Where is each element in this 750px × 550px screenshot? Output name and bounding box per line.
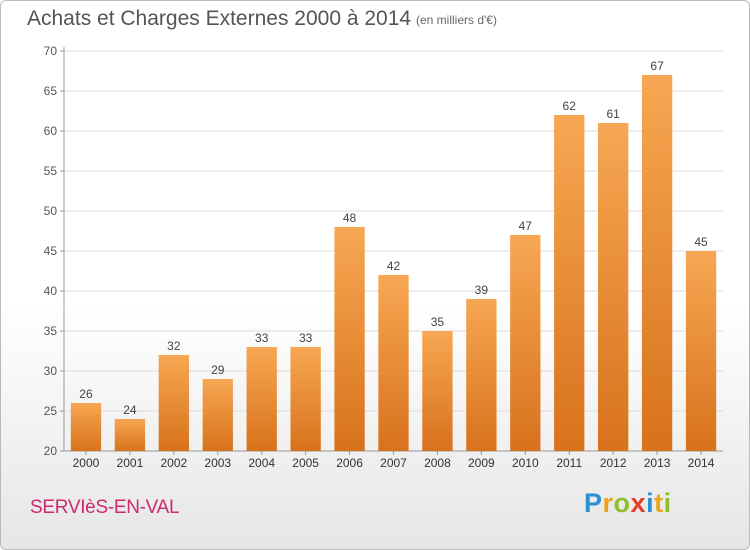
- x-tick-label: 2007: [380, 456, 407, 470]
- bar: [158, 355, 189, 451]
- data-label: 48: [343, 211, 357, 225]
- y-tick-label: 55: [44, 164, 58, 178]
- logo-letter: x: [630, 488, 647, 518]
- y-tick-label: 60: [44, 124, 58, 138]
- y-tick-label: 20: [44, 444, 58, 458]
- x-tick-label: 2001: [117, 456, 144, 470]
- bar: [114, 419, 146, 451]
- bar: [290, 347, 321, 451]
- y-tick-label: 50: [44, 204, 58, 218]
- bar: [378, 275, 409, 451]
- y-tick-label: 30: [44, 364, 58, 378]
- commune-name: SERVIèS-EN-VAL: [30, 497, 180, 518]
- bar: [641, 75, 673, 451]
- bar: [598, 123, 629, 451]
- bar: [554, 115, 585, 451]
- logo-letter: i: [663, 488, 672, 518]
- data-label: 35: [431, 315, 445, 329]
- logo-letter: r: [602, 488, 614, 518]
- logo-letter: t: [654, 488, 664, 518]
- proxiti-logo[interactable]: Proxiti: [584, 488, 672, 519]
- data-label: 32: [167, 339, 181, 353]
- y-tick-label: 35: [44, 324, 58, 338]
- x-tick-label: 2010: [512, 456, 539, 470]
- x-tick-label: 2011: [556, 456, 582, 470]
- y-tick-label: 25: [44, 404, 58, 418]
- chart-subtitle: (en milliers d'€): [416, 13, 497, 27]
- data-label: 29: [211, 363, 225, 377]
- x-tick-label: 2012: [600, 456, 627, 470]
- x-tick-label: 2000: [73, 456, 100, 470]
- logo-letter: o: [613, 488, 631, 518]
- data-label: 33: [255, 331, 269, 345]
- data-label: 42: [387, 259, 401, 273]
- data-label: 33: [299, 331, 313, 345]
- x-tick-label: 2013: [644, 456, 671, 470]
- bar: [70, 403, 102, 451]
- x-tick-label: 2002: [160, 456, 187, 470]
- x-tick-label: 2006: [336, 456, 363, 470]
- y-tick-label: 70: [44, 44, 58, 58]
- logo-letter: i: [646, 488, 655, 518]
- data-label: 24: [123, 403, 137, 417]
- y-tick-label: 45: [44, 244, 58, 258]
- bar: [334, 227, 365, 451]
- chart-title: Achats et Charges Externes 2000 à 2014: [27, 7, 412, 30]
- x-tick-label: 2009: [468, 456, 495, 470]
- data-label: 26: [79, 387, 93, 401]
- data-label: 61: [606, 107, 620, 121]
- bar: [246, 347, 277, 451]
- x-tick-label: 2005: [292, 456, 319, 470]
- x-tick-label: 2014: [688, 456, 715, 470]
- data-label: 67: [650, 59, 664, 73]
- data-label: 45: [694, 235, 708, 249]
- bar: [466, 299, 497, 451]
- logo-letter: P: [584, 488, 603, 518]
- bar: [202, 379, 233, 451]
- x-tick-label: 2008: [424, 456, 451, 470]
- x-tick-label: 2004: [248, 456, 275, 470]
- x-tick-label: 2003: [204, 456, 231, 470]
- data-label: 62: [563, 99, 577, 113]
- bar: [422, 331, 453, 451]
- data-label: 39: [475, 283, 489, 297]
- y-tick-label: 65: [44, 84, 58, 98]
- bar: [685, 251, 717, 451]
- data-label: 47: [519, 219, 533, 233]
- y-tick-label: 40: [44, 284, 58, 298]
- bar: [510, 235, 541, 451]
